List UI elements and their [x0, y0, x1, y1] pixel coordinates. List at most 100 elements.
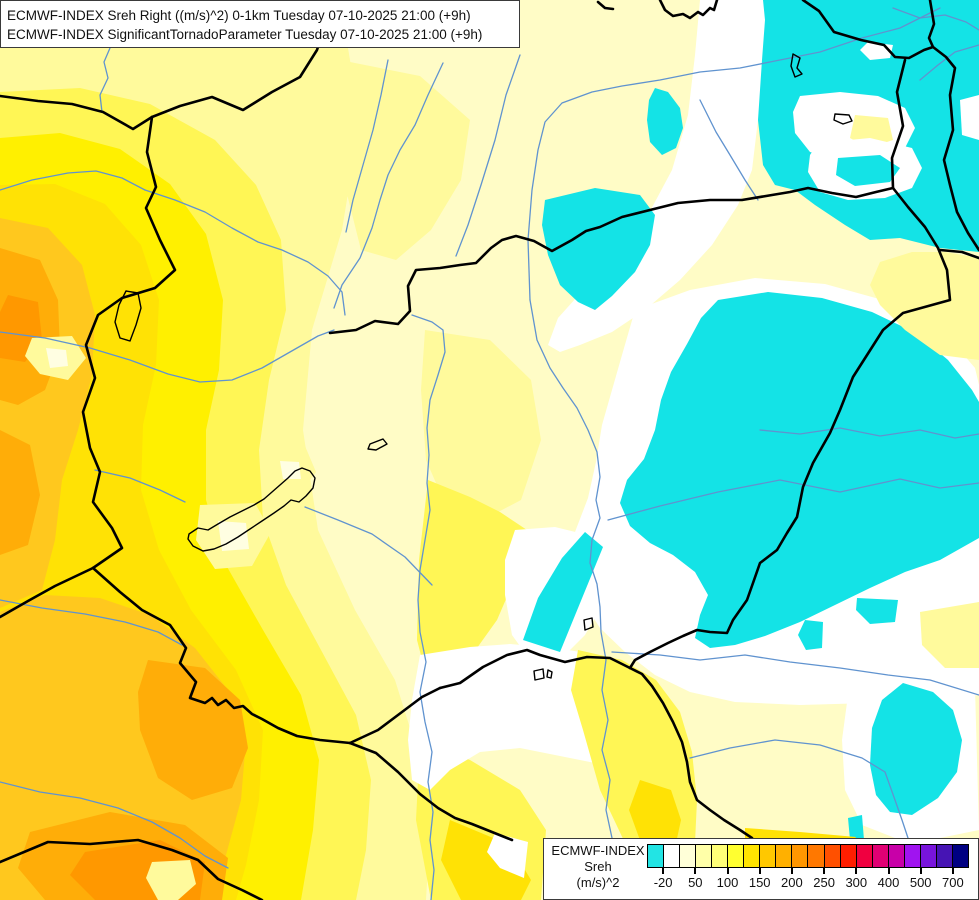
legend-color-cell — [711, 844, 728, 868]
legend-color-cell — [791, 844, 808, 868]
legend-parameter: Sreh — [584, 859, 612, 874]
legend-color-cell — [887, 844, 904, 868]
border-top-fragment-2 — [658, 0, 719, 20]
lake-velence — [367, 438, 388, 451]
border-czech-austria — [0, 94, 154, 131]
river-sio — [304, 506, 433, 586]
lake-tiny-2 — [546, 669, 553, 679]
legend-tick-label: 700 — [942, 875, 964, 890]
border-ukraine-romania — [938, 248, 979, 260]
border-ukraine-top — [927, 0, 936, 49]
river-hron — [455, 54, 521, 257]
lakes — [114, 53, 853, 681]
legend-tick-label: 50 — [688, 875, 703, 890]
river-zala — [94, 469, 186, 503]
border-slovenia-croatia — [0, 838, 264, 900]
legend-tick-mark — [855, 868, 858, 874]
legend-tick-label: 250 — [813, 875, 835, 890]
legend-tick-label: 300 — [845, 875, 868, 890]
legend-labels: ECMWF-INDEX Sreh (m/s)^2 — [548, 843, 648, 891]
legend-tick-label: 200 — [781, 875, 803, 890]
legend-color-cell — [695, 844, 712, 868]
border-slovakia-ukraine — [890, 58, 907, 190]
legend-tick-mark — [887, 868, 890, 874]
river-small-nw — [99, 47, 111, 113]
border-hungary-romania — [628, 186, 952, 670]
border-croatia-baranja — [348, 686, 442, 745]
legend-color-cell — [679, 844, 696, 868]
border-serbia-romania — [628, 666, 754, 840]
legend-tick-label: 500 — [909, 875, 932, 890]
river-ne-corner — [892, 7, 979, 31]
river-koros-north — [759, 427, 979, 439]
legend-color-cell — [919, 844, 936, 868]
border-ukraine-north — [801, 0, 979, 252]
border-croatia-drava — [348, 741, 514, 842]
legend-color-cell — [903, 844, 920, 868]
river-vah — [333, 62, 444, 309]
legend-color-cell — [855, 844, 872, 868]
legend-title: ECMWF-INDEX — [551, 843, 645, 858]
river-tisza-upper — [527, 7, 941, 301]
legend-tick-mark — [790, 868, 793, 874]
river-koros — [607, 478, 979, 521]
border-czech-slovakia — [150, 20, 328, 119]
legend-tick-label: 150 — [748, 875, 771, 890]
border-austria-hungary — [81, 115, 177, 570]
legend-colorbar — [647, 844, 969, 868]
legend-color-cell — [951, 844, 969, 868]
legend-color-cell — [759, 844, 776, 868]
river-bega — [689, 739, 909, 839]
legend-tick-mark — [823, 868, 826, 874]
legend-tick-label: 400 — [877, 875, 900, 890]
legend-color-cell — [935, 844, 952, 868]
river-northwest — [0, 170, 146, 191]
border-hungary-serbia — [438, 648, 632, 690]
legend-color-cell — [775, 844, 792, 868]
legend-color-cell — [823, 844, 840, 868]
legend-tick-label: 100 — [716, 875, 739, 890]
lake-northeast — [790, 53, 803, 78]
river-mura — [0, 599, 183, 646]
legend-tick-scale: -20 50 100 150 200 250 300 400 500 700 — [647, 868, 969, 898]
lake-topright-small — [833, 113, 853, 125]
legend-tick-mark — [758, 868, 761, 874]
map-title-line2: ECMWF-INDEX SignificantTornadoParameter … — [7, 27, 483, 42]
lake-balaton — [187, 467, 316, 552]
river-danube — [411, 314, 446, 900]
legend-unit: (m/s)^2 — [576, 875, 620, 890]
lake-neusiedl — [114, 290, 142, 342]
river-drava — [0, 781, 229, 869]
border-austria-slovenia — [0, 566, 95, 619]
river-bodrog — [699, 99, 759, 201]
legend-color-cell — [647, 844, 664, 868]
river-tisza — [529, 299, 613, 839]
border-slovenia-hungary — [91, 566, 352, 745]
legend-tick-mark — [951, 868, 954, 874]
legend-color-cell — [871, 844, 888, 868]
legend-color-cell — [727, 844, 744, 868]
lake-tiny-1 — [533, 668, 545, 681]
legend-tick-mark — [662, 868, 665, 874]
legend-tick-mark — [919, 868, 922, 874]
river-maros — [611, 651, 979, 696]
legend-color-cell — [743, 844, 760, 868]
legend-color-cell — [663, 844, 680, 868]
legend-color-cell — [839, 844, 856, 868]
srh-field-west — [0, 48, 430, 900]
rivers — [0, 7, 979, 900]
legend-tick-mark — [694, 868, 697, 874]
legend-box: ECMWF-INDEX Sreh (m/s)^2 -20 50 100 150 200 2… — [543, 838, 979, 900]
river-raba — [0, 329, 335, 383]
legend-tick-mark — [726, 868, 729, 874]
river-danube-upper — [144, 189, 346, 316]
map-title-line1: ECMWF-INDEX Sreh Right ((m/s)^2) 0-1km T… — [7, 8, 471, 23]
border-slovakia-hungary — [328, 186, 895, 335]
lake-small-south — [583, 617, 594, 631]
map-title-box: ECMWF-INDEX Sreh Right ((m/s)^2) 0-1km T… — [0, 0, 520, 48]
river-nitra — [345, 59, 389, 233]
legend-tick-label: -20 — [653, 875, 673, 890]
